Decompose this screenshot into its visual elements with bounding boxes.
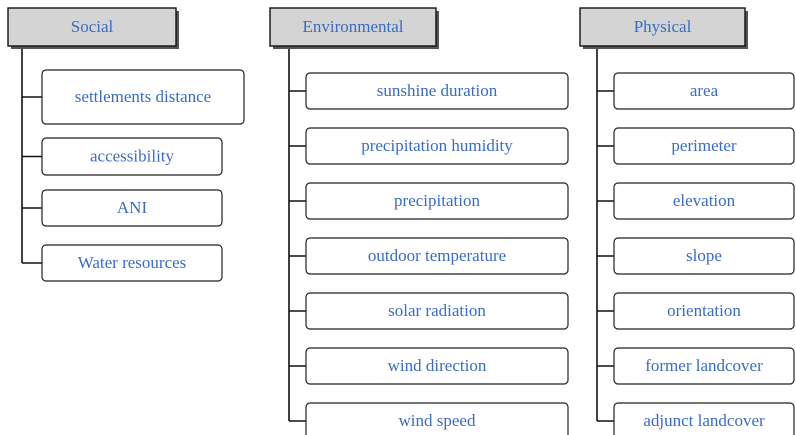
item-label: accessibility [90,146,175,165]
header-label: Social [71,17,114,36]
item-label: precipitation humidity [361,136,513,155]
item-box [41,69,245,125]
item-box [305,402,569,435]
item-box [305,237,569,275]
item-label: area [690,81,719,100]
item-box [613,237,795,275]
item-box [305,72,569,110]
item-box [305,127,569,165]
item-box [305,292,569,330]
item-label: outdoor temperature [368,246,506,265]
item-label: slope [686,246,722,265]
item-label: wind direction [388,356,487,375]
item-box [305,182,569,220]
header-box [7,7,177,47]
header-label: Physical [634,17,692,36]
item-label: sunshine duration [377,81,498,100]
item-box [41,137,223,176]
item-label: perimeter [671,136,736,155]
item-box [613,127,795,165]
header-label: Environmental [302,17,403,36]
item-label: precipitation [394,191,480,210]
item-box [613,292,795,330]
item-box [41,244,223,282]
item-box [613,182,795,220]
item-box [41,189,223,227]
item-label: wind speed [399,411,476,430]
item-label: Water resources [78,253,187,272]
item-box [613,347,795,385]
item-label: orientation [667,301,741,320]
item-label: solar radiation [388,301,486,320]
item-box [613,402,795,435]
item-label: elevation [673,191,736,210]
item-label: settlements distance [75,87,211,106]
item-box [305,347,569,385]
item-label: ANI [117,198,148,217]
item-label: former landcover [645,356,763,375]
header-box [579,7,746,47]
header-box [269,7,437,47]
item-box [613,72,795,110]
item-label: adjunct landcover [643,411,765,430]
